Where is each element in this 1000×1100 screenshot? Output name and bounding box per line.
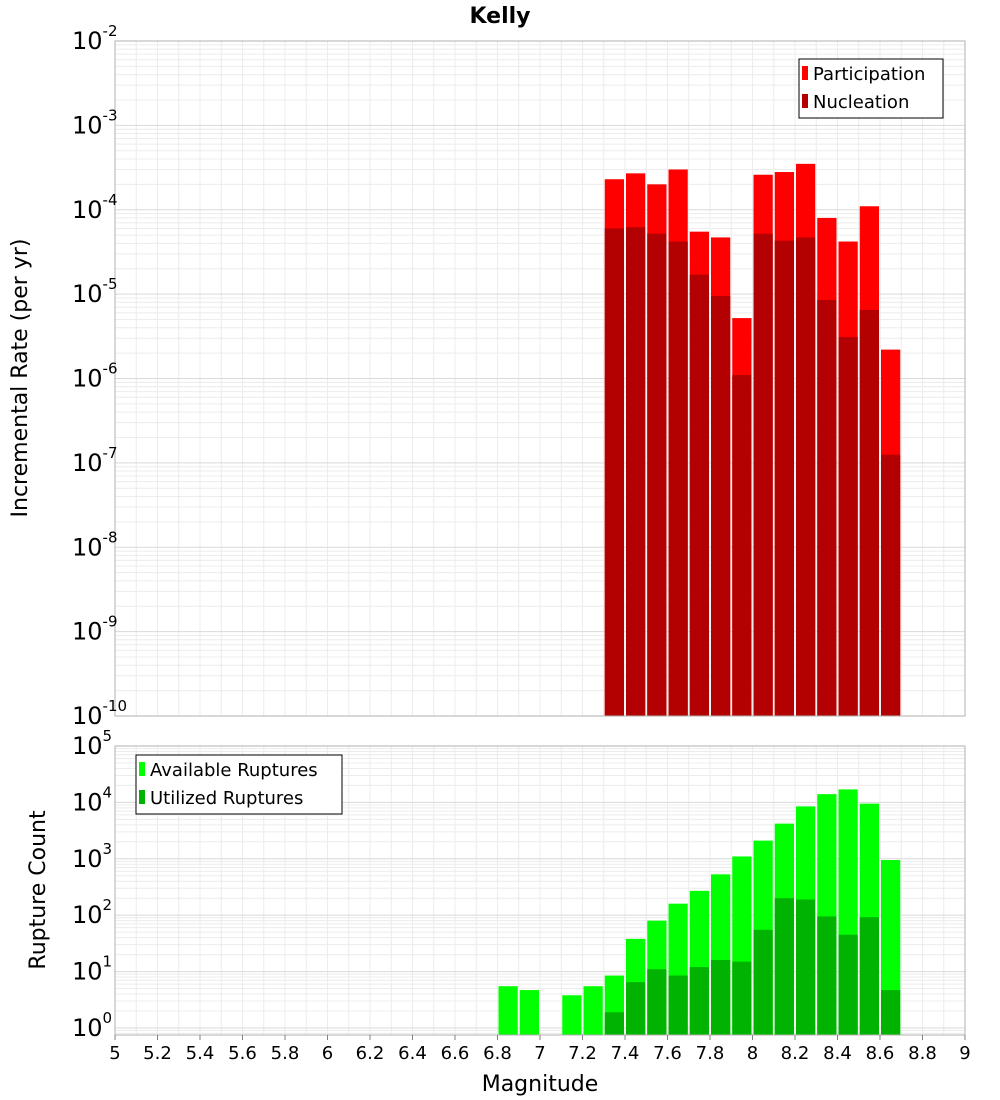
utilized-ruptures-bar: [796, 899, 816, 1035]
rate-plot-border: [114, 40, 966, 717]
utilized-ruptures-bar: [838, 934, 858, 1035]
nucleation-bar: [881, 454, 901, 716]
x-tick-label: 7.2: [568, 1043, 597, 1064]
utilized-ruptures-bar: [604, 1012, 624, 1035]
nucleation-bar: [774, 240, 794, 717]
nucleation-bar: [838, 337, 858, 716]
rate-plot: 10-2 10-3 10-4 10-5 10-6 10-7 10-8 10-9 10-10 In…: [8, 22, 966, 730]
x-tick-label: 8.4: [823, 1043, 852, 1064]
x-tick-label: 6.6: [441, 1043, 470, 1064]
y-tick-label: 101: [72, 953, 112, 986]
y-tick-label: 10-5: [72, 275, 118, 308]
utilized-ruptures-bar: [689, 967, 709, 1035]
x-tick-label: 6.8: [483, 1043, 512, 1064]
x-tick-label: 9: [959, 1043, 970, 1064]
legend-label-utilized: Utilized Ruptures: [150, 788, 303, 809]
y-tick-label: 10-2: [72, 22, 118, 55]
legend-swatch-participation: [802, 66, 808, 80]
utilized-ruptures-bar: [774, 898, 794, 1035]
available-ruptures-bar: [519, 990, 539, 1035]
nucleation-bar: [732, 375, 752, 716]
rate-gridlines: [114, 41, 966, 717]
x-tick-label: 5.6: [228, 1043, 257, 1064]
legend-label-available: Available Ruptures: [150, 760, 318, 781]
nucleation-bar: [647, 233, 667, 716]
utilized-ruptures-bar: [732, 961, 752, 1035]
nucleation-bar: [604, 228, 624, 716]
count-legend: Available Ruptures Utilized Ruptures: [135, 754, 343, 815]
utilized-ruptures-bar: [881, 990, 901, 1035]
nucleation-bar: [859, 309, 879, 716]
count-legend-box: [135, 754, 343, 815]
rupture-count-plot: 105 104 103 102 101 100 Rupture Count Availab…: [26, 727, 971, 1097]
count-y-ticks: 105 104 103 102 101 100: [72, 727, 112, 1042]
y-tick-label: 100: [72, 1009, 112, 1042]
x-tick-label: 5.8: [271, 1043, 300, 1064]
y-tick-label: 105: [72, 727, 112, 760]
x-tick-label: 6.4: [398, 1043, 427, 1064]
x-tick-label: 7: [534, 1043, 545, 1064]
available-ruptures-bar: [583, 986, 603, 1035]
x-tick-label: 7.8: [696, 1043, 725, 1064]
nucleation-bar: [626, 227, 646, 716]
x-tick-label: 5.2: [143, 1043, 172, 1064]
y-tick-label: 10-7: [72, 444, 118, 477]
utilized-ruptures-bar: [626, 982, 646, 1035]
y-tick-label: 102: [72, 896, 112, 929]
utilized-ruptures-bar: [647, 969, 667, 1035]
x-axis-label: Magnitude: [482, 1072, 599, 1097]
x-tick-label: 8.8: [908, 1043, 937, 1064]
count-y-axis-label: Rupture Count: [26, 810, 51, 970]
legend-label-nucleation: Nucleation: [813, 92, 909, 113]
nucleation-bar: [689, 274, 709, 716]
y-tick-label: 10-6: [72, 360, 118, 393]
rate-legend-box: [798, 58, 944, 119]
available-ruptures-bar: [498, 986, 518, 1035]
legend-swatch-available: [139, 762, 145, 776]
legend-swatch-utilized: [139, 790, 145, 804]
utilized-ruptures-bar: [817, 916, 837, 1035]
nucleation-bar: [668, 241, 688, 717]
x-tick-label: 5: [109, 1043, 120, 1064]
rate-y-ticks: 10-2 10-3 10-4 10-5 10-6 10-7 10-8 10-9 10-10: [72, 22, 127, 730]
utilized-ruptures-bar: [668, 975, 688, 1035]
x-tick-label: 5.4: [186, 1043, 215, 1064]
y-tick-label: 10-9: [72, 613, 118, 646]
y-tick-label: 10-3: [72, 106, 118, 139]
x-tick-label: 6: [322, 1043, 333, 1064]
rate-bars: [604, 163, 901, 717]
nucleation-bar: [796, 237, 816, 716]
y-tick-label: 10-10: [72, 697, 127, 730]
nucleation-bar: [753, 233, 773, 716]
utilized-ruptures-bar: [859, 917, 879, 1035]
y-tick-label: 103: [72, 840, 112, 873]
x-tick-label: 6.2: [356, 1043, 385, 1064]
rate-y-axis-label: Incremental Rate (per yr): [8, 239, 33, 518]
x-tick-label: 7.6: [653, 1043, 682, 1064]
available-ruptures-bar: [562, 995, 582, 1035]
x-tick-label: 8: [747, 1043, 758, 1064]
x-tick-label: 8.6: [866, 1043, 895, 1064]
utilized-ruptures-bar: [753, 929, 773, 1035]
y-tick-label: 104: [72, 783, 112, 816]
utilized-ruptures-bar: [711, 960, 731, 1035]
x-axis-ticks: 5 5.2 5.4 5.6 5.8 6 6.2 6.4 6.6 6.8 7 7.2 7.4 7.6 7.8 8…: [109, 1035, 971, 1064]
y-tick-label: 10-4: [72, 191, 118, 224]
nucleation-bar: [817, 300, 837, 716]
y-tick-label: 10-8: [72, 528, 118, 561]
nucleation-bar: [711, 296, 731, 716]
legend-label-participation: Participation: [813, 64, 925, 85]
count-bars: [498, 789, 901, 1035]
chart-title: Kelly: [469, 4, 530, 29]
x-tick-label: 7.4: [611, 1043, 640, 1064]
x-tick-label: 8.2: [781, 1043, 810, 1064]
rate-legend: Participation Nucleation: [798, 58, 944, 119]
legend-swatch-nucleation: [802, 94, 808, 108]
